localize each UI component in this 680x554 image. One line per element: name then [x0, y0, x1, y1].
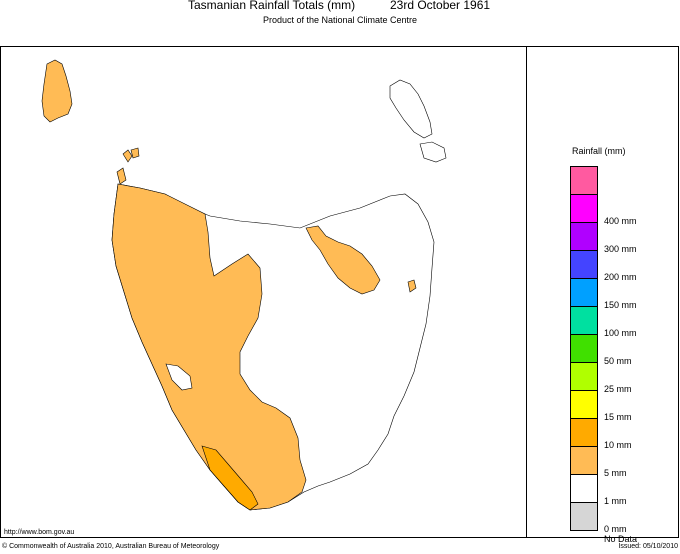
- legend-swatch: [570, 502, 598, 531]
- rainfall-zone-1-5mm: [111, 183, 307, 511]
- legend-swatch: [570, 334, 598, 362]
- flinders-island: [389, 79, 433, 139]
- legend-label: 0 mm: [604, 524, 627, 534]
- nw-islet-3: [116, 167, 127, 185]
- map-date: 23rd October 1961: [390, 0, 491, 12]
- legend-label: 10 mm: [604, 440, 632, 450]
- legend-label: 50 mm: [604, 356, 632, 366]
- legend-label: No Data: [604, 534, 638, 544]
- legend-swatch: [570, 446, 598, 474]
- legend-swatch: [570, 418, 598, 446]
- legend-divider: [526, 46, 527, 538]
- map-frame: [0, 46, 679, 538]
- legend-label: 100 mm: [604, 328, 637, 338]
- legend-label: 400 mm: [604, 216, 637, 226]
- issued-date: Issued: 05/10/2010: [618, 543, 678, 550]
- nw-islet-1: [122, 149, 133, 163]
- legend-swatches: [570, 166, 598, 531]
- legend-swatch: [570, 166, 598, 194]
- macquarie-harbour: [165, 363, 193, 391]
- legend-swatch: [570, 474, 598, 502]
- rainfall-zone-5-10mm: [201, 445, 259, 511]
- rainfall-patch-north: [305, 225, 381, 295]
- legend-swatch: [570, 222, 598, 250]
- nw-islet-2: [130, 147, 140, 159]
- legend-swatch: [570, 306, 598, 334]
- legend-swatch: [570, 278, 598, 306]
- map-title: Tasmanian Rainfall Totals (mm) 23rd Octo…: [188, 0, 490, 12]
- legend-swatch: [570, 362, 598, 390]
- legend-swatch: [570, 390, 598, 418]
- legend-label: 1 mm: [604, 496, 627, 506]
- legend-swatch: [570, 250, 598, 278]
- bom-url: http://www.bom.gov.au: [4, 529, 75, 536]
- legend-label: 15 mm: [604, 412, 632, 422]
- legend-title: Rainfall (mm): [572, 146, 626, 156]
- cape-barren-island: [419, 141, 447, 163]
- legend-label: 150 mm: [604, 300, 637, 310]
- map-subtitle: Product of the National Climate Centre: [262, 15, 418, 25]
- legend-label: 300 mm: [604, 244, 637, 254]
- map-title-text: Tasmanian Rainfall Totals (mm): [188, 0, 356, 12]
- tasmania-map: [41, 59, 447, 511]
- king-island: [41, 59, 73, 123]
- legend-label: 5 mm: [604, 468, 627, 478]
- legend-label: 25 mm: [604, 384, 632, 394]
- legend-label: 200 mm: [604, 272, 637, 282]
- legend-swatch: [570, 194, 598, 222]
- copyright-text: © Commonwealth of Australia 2010, Austra…: [2, 543, 220, 550]
- rainfall-patch-small: [407, 279, 417, 293]
